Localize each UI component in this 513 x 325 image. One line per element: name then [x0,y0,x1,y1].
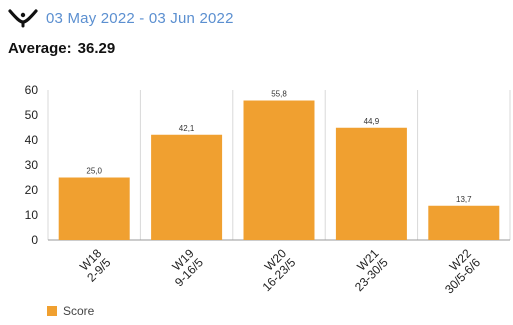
wishbone-logo-icon [8,9,38,28]
data-label: 13,7 [456,195,472,204]
legend-swatch [47,306,57,316]
y-tick-label: 10 [25,208,39,222]
bar-w22 [428,205,500,240]
y-tick-label: 20 [25,183,39,197]
average-label: Average: [8,40,72,57]
y-tick-label: 40 [25,133,39,147]
data-label: 55,8 [271,90,287,99]
data-label: 25,0 [86,167,102,176]
date-range: 03 May 2022 - 03 Jun 2022 [46,9,234,27]
y-tick-label: 0 [31,233,38,247]
header: 03 May 2022 - 03 Jun 2022 [8,4,234,32]
average-value: 36.29 [77,40,116,57]
legend-label: Score [63,304,95,318]
data-label: 44,9 [364,117,380,126]
y-tick-label: 50 [25,108,39,122]
legend: Score [47,304,94,318]
bar-w18 [58,177,130,240]
data-label: 42,1 [179,124,195,133]
y-tick-label: 60 [25,83,39,97]
bars-layer [58,100,500,240]
y-tick-label: 30 [25,158,39,172]
average-summary: Average: 36.29 [8,40,115,57]
bar-w19 [151,134,223,240]
bar-w21 [335,127,407,240]
bar-w20 [243,100,315,240]
